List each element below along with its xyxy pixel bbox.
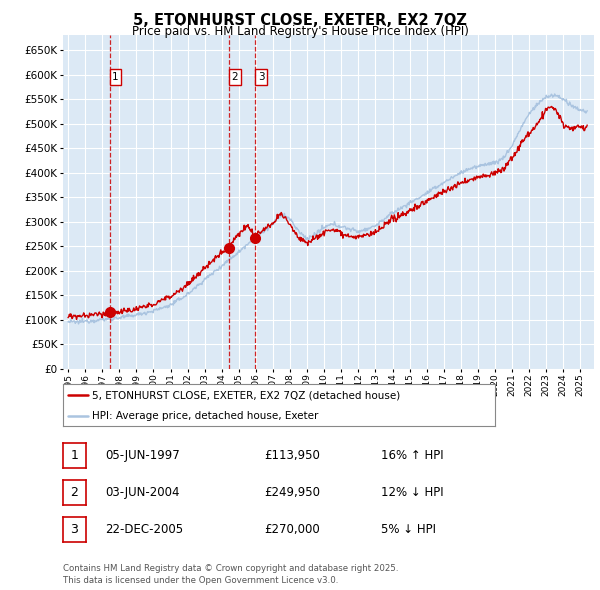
Text: 5% ↓ HPI: 5% ↓ HPI [381, 523, 436, 536]
Text: 2: 2 [232, 72, 238, 82]
Text: 2: 2 [70, 486, 79, 499]
Text: Contains HM Land Registry data © Crown copyright and database right 2025.
This d: Contains HM Land Registry data © Crown c… [63, 565, 398, 585]
Text: 1: 1 [112, 72, 119, 82]
Text: £113,950: £113,950 [264, 449, 320, 462]
Text: 5, ETONHURST CLOSE, EXETER, EX2 7QZ: 5, ETONHURST CLOSE, EXETER, EX2 7QZ [133, 13, 467, 28]
Text: 16% ↑ HPI: 16% ↑ HPI [381, 449, 443, 462]
Text: 5, ETONHURST CLOSE, EXETER, EX2 7QZ (detached house): 5, ETONHURST CLOSE, EXETER, EX2 7QZ (det… [92, 391, 401, 401]
Text: 3: 3 [258, 72, 265, 82]
Text: 22-DEC-2005: 22-DEC-2005 [105, 523, 183, 536]
Text: Price paid vs. HM Land Registry's House Price Index (HPI): Price paid vs. HM Land Registry's House … [131, 25, 469, 38]
Text: £249,950: £249,950 [264, 486, 320, 499]
Text: 1: 1 [70, 449, 79, 462]
Text: 05-JUN-1997: 05-JUN-1997 [105, 449, 180, 462]
Text: £270,000: £270,000 [264, 523, 320, 536]
Text: 3: 3 [70, 523, 79, 536]
Text: 12% ↓ HPI: 12% ↓ HPI [381, 486, 443, 499]
Text: 03-JUN-2004: 03-JUN-2004 [105, 486, 179, 499]
Text: HPI: Average price, detached house, Exeter: HPI: Average price, detached house, Exet… [92, 411, 319, 421]
